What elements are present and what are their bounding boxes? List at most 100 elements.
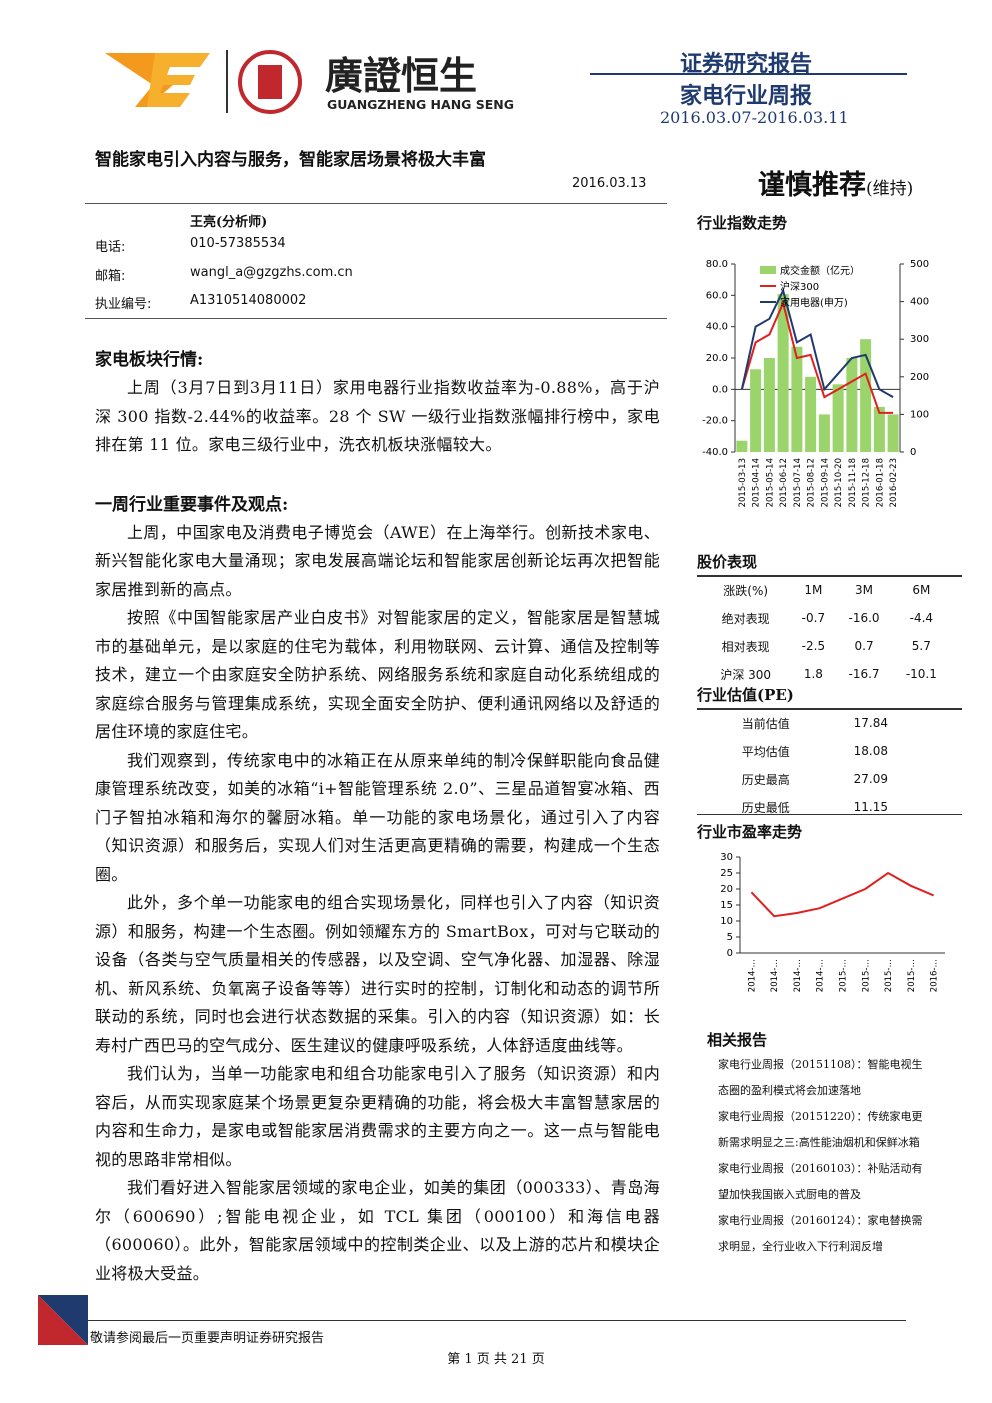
y2-tick-label: 100: [910, 409, 929, 420]
cell: 27.09: [853, 772, 888, 786]
cell: -16.7: [848, 667, 880, 681]
y-tick-label: 80.0: [706, 259, 728, 270]
rule: [85, 318, 667, 319]
cell: -0.7: [801, 611, 826, 625]
x-tick-label: 2015-12-18: [862, 458, 872, 507]
x-tick-label: 2015-07-14: [793, 458, 803, 507]
paragraph: 按照《中国智能家居产业白皮书》对智能家居的定义，智能家居是智慧城市的基础单元，是…: [95, 608, 660, 741]
x-tick-label: 2015-…: [907, 959, 917, 992]
report-title: 智能家电引入内容与服务，智能家居场景将极大丰富: [95, 150, 486, 170]
cell: 当前估值: [741, 716, 790, 731]
x-tick-label: 2015-…: [839, 959, 849, 992]
y2-tick-label: 0: [910, 447, 916, 458]
x-tick-label: 2015-…: [861, 959, 871, 992]
related-list: 家电行业周报（20151108）：智能电视生态圈的盈利模式将会加速落地 家电行业周…: [718, 1052, 928, 1260]
rating-text: 谨慎推荐: [758, 170, 866, 201]
cell: 历史最低: [741, 800, 790, 815]
value: A1310514080002: [190, 293, 307, 308]
paragraph: 此外，多个单一功能家电的组合实现场景化，同样也引入了内容（知识资源）和服务，构建…: [95, 893, 660, 1055]
row: 绝对表现 -0.7 -16.0 -4.4: [700, 604, 950, 632]
header-row: 涨跌(%) 1M 3M 6M: [700, 576, 950, 604]
legend-label: 家用电器(申万): [780, 296, 848, 309]
x-tick-label: 2016-01-18: [875, 458, 885, 507]
paragraph: 我们认为，当单一功能家电和组合功能家电引入了服务（知识资源）和内容后，从而实现家…: [95, 1064, 660, 1169]
row: 历史最低 11.15: [705, 793, 915, 821]
section: 股价表现: [697, 551, 962, 577]
chart-title: 行业指数走势: [697, 214, 788, 232]
related-item: 家电行业周报（20160124）：家电替换需求明显，全行业收入下行利润反增: [718, 1214, 923, 1253]
index-chart: -40.0 -20.0 0.0 20.0 40.0 60.0 80.0 0 100 200 300 4…: [702, 259, 929, 507]
y-tick-label: 25: [720, 868, 733, 879]
x-tick-label: 2014-…: [793, 959, 803, 992]
cell: -10.1: [905, 667, 937, 681]
bar: [763, 358, 775, 452]
analyst-row: 邮箱: wangl_a@gzgzhs.com.cn: [95, 265, 353, 294]
label: 执业编号:: [95, 297, 152, 312]
bar: [818, 414, 830, 452]
cell: 5.7: [911, 639, 931, 653]
logo: 廣證恒生 GUANGZHENG HANG SENG: [105, 50, 514, 114]
x-tick-label: 2014-…: [816, 959, 826, 992]
x-tick-label: 2015-06-12: [779, 458, 789, 507]
x-tick-label: 2015-05-14: [765, 458, 775, 507]
cell: -4.4: [909, 611, 934, 625]
header-cell: 6M: [912, 583, 931, 597]
row: 沪深 300 1.8 -16.7 -10.1: [700, 660, 950, 688]
paragraph: 我们看好进入智能家居领域的家电企业，如美的集团（000333）、青岛海尔（600…: [95, 1178, 660, 1283]
row: 历史最高 27.09: [705, 765, 915, 793]
section: 行业估值(PE): [697, 684, 962, 710]
logo-en: GUANGZHENG HANG SENG: [327, 97, 514, 112]
bar: [873, 406, 885, 452]
value: 010-57385534: [190, 236, 286, 251]
y-tick-label: 15: [720, 900, 733, 911]
related-title: 相关报告: [707, 1031, 768, 1049]
pe-chart: 0 5 10 15 20 25 30 2014-… 2014-… 2014-… 2014-… 2015…: [720, 852, 945, 992]
rule: [88, 1320, 906, 1321]
body: 家电板块行情: 上周（3月7日到3月11日）家用电器行业指数收益率为-0.88%，…: [95, 345, 660, 1288]
cell: 18.08: [853, 744, 888, 758]
cell: 0.7: [854, 639, 874, 653]
y2-tick-label: 300: [910, 334, 929, 345]
y-tick-label: 10: [720, 916, 733, 927]
legend-label: 沪深300: [780, 280, 819, 293]
legend-swatch: [760, 266, 776, 274]
section: 行业市盈率走势: [697, 814, 962, 842]
bar: [846, 358, 858, 452]
disclaimer: 敬请参阅最后一页重要声明证券研究报告: [90, 1331, 325, 1346]
analyst-row: 执业编号: A1310514080002: [95, 293, 353, 322]
line: [750, 871, 934, 918]
corner: [38, 1295, 88, 1345]
y-tick-label: 60.0: [706, 290, 728, 301]
line: [740, 287, 894, 399]
analyst-info: 电话: 010-57385534 邮箱: wangl_a@gzgzhs.com.cn 执…: [95, 236, 353, 322]
y-tick-label: 40.0: [706, 322, 728, 333]
bar: [887, 414, 899, 452]
x-tick-label: 2016-02-23: [889, 458, 899, 507]
cell: 1.8: [803, 667, 823, 681]
y-tick-label: 0: [727, 948, 733, 959]
header-cell: 1M: [804, 583, 823, 597]
label: 电话:: [95, 240, 126, 255]
y-tick-label: 20.0: [706, 353, 728, 364]
y-tick-label: 5: [727, 932, 733, 943]
chart-title: 行业市盈率走势: [697, 823, 803, 841]
rating: 谨慎推荐(维持): [758, 163, 913, 202]
stock-table: 涨跌(%) 1M 3M 6M 绝对表现 -0.7 -16.0 -4.4 相对表现 -2.5 0.7 5…: [700, 576, 950, 688]
table-title: 行业估值(PE): [697, 686, 794, 704]
heading: 一周行业重要事件及观点:: [95, 494, 289, 515]
paragraph: 上周，中国家电及消费电子博览会（AWE）在上海举行。创新技术家电、新兴智能化家电…: [95, 522, 660, 599]
y-tick-label: 20: [720, 884, 733, 895]
x-tick-label: 2014-…: [770, 959, 780, 992]
related-item: 家电行业周报（20160103）：补贴活动有望加快我国嵌入式厨电的普及: [718, 1162, 923, 1201]
y-tick-label: -20.0: [702, 416, 728, 427]
page-number: 第 1 页 共 21 页: [447, 1352, 545, 1367]
pe-table: 当前估值 17.84 平均估值 18.08 历史最高 27.09 历史最低 11.15: [705, 709, 915, 821]
cell: -2.5: [801, 639, 826, 653]
paragraph: 我们观察到，传统家电中的冰箱正在从原来单纯的制冷保鲜职能向食品健康管理系统改变，…: [95, 750, 660, 884]
x-tick-label: 2016-…: [930, 959, 940, 992]
cell: 17.84: [853, 716, 888, 730]
x-tick-label: 2015-03-13: [738, 458, 748, 507]
table-title: 股价表现: [697, 553, 758, 571]
x-tick-label: 2015-10-20: [834, 458, 844, 507]
